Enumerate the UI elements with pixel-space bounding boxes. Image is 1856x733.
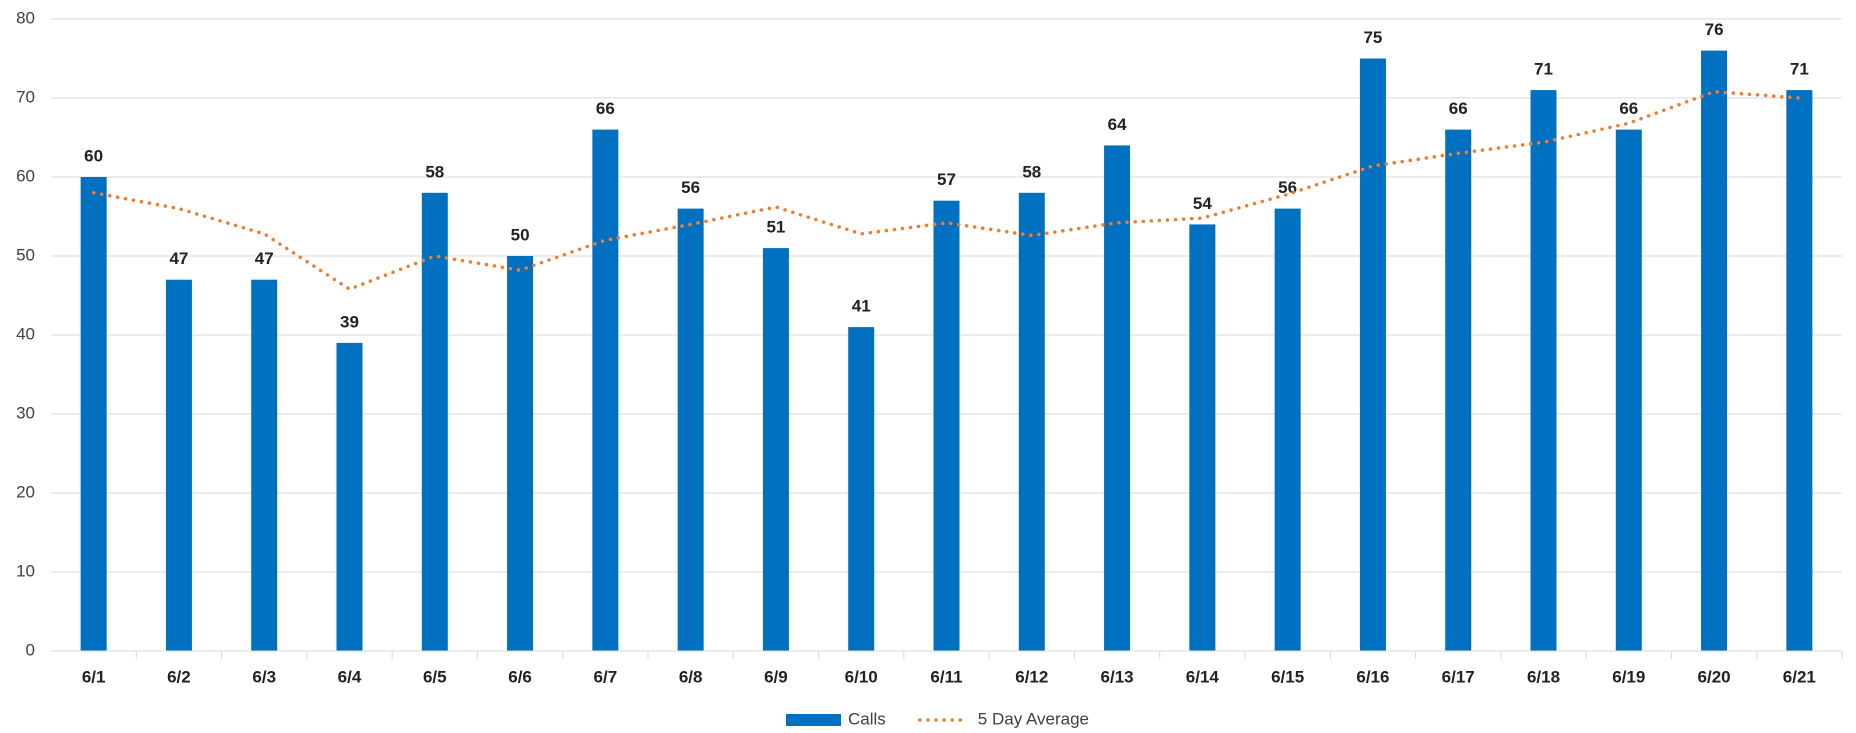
data-label: 54 [1193,194,1212,213]
y-tick-label: 20 [16,482,35,501]
data-label: 58 [425,162,444,181]
x-tick-label: 6/20 [1698,667,1731,686]
data-label: 39 [340,312,359,331]
x-tick-label: 6/4 [338,667,362,686]
bar [1530,90,1557,652]
data-label: 47 [169,249,188,268]
bar [1786,90,1813,652]
x-tick-label: 6/9 [764,667,788,686]
y-tick-label: 40 [16,324,35,343]
x-tick-label: 6/19 [1612,667,1645,686]
data-label: 56 [681,178,700,197]
bar [1189,224,1216,651]
bar [165,279,192,651]
data-label: 71 [1534,60,1553,79]
bar [1274,208,1301,651]
data-label: 57 [937,170,956,189]
x-tick-label: 6/16 [1356,667,1389,686]
bar [592,129,619,652]
y-tick-label: 0 [26,640,35,659]
x-tick-label: 6/12 [1015,667,1048,686]
bar [336,342,363,651]
x-tick-label: 6/6 [508,667,532,686]
y-tick-label: 70 [16,87,35,106]
x-tick-label: 6/8 [679,667,703,686]
bar [933,200,960,651]
x-tick-label: 6/11 [930,667,962,686]
x-tick-label: 6/1 [82,667,106,686]
y-tick-label: 60 [16,166,35,185]
x-tick-label: 6/5 [423,667,447,686]
x-tick-label: 6/17 [1442,667,1475,686]
bar [762,248,789,651]
data-label: 58 [1022,162,1041,181]
data-label: 56 [1278,178,1297,197]
data-label: 66 [596,99,615,118]
y-tick-label: 80 [16,8,35,27]
bar [421,192,448,652]
data-label: 47 [255,249,274,268]
bar [848,327,875,651]
legend-label: Calls [848,709,886,728]
data-label: 71 [1790,60,1809,79]
y-tick-label: 10 [16,561,35,580]
bar [1018,192,1045,652]
legend-label: 5 Day Average [978,709,1089,728]
data-label: 66 [1449,99,1468,118]
data-label: 76 [1705,20,1724,39]
x-tick-label: 6/10 [845,667,878,686]
data-label: 51 [766,218,785,237]
bar [1445,129,1472,652]
x-tick-label: 6/7 [594,667,618,686]
x-tick-label: 6/14 [1186,667,1220,686]
x-tick-label: 6/2 [167,667,191,686]
y-tick-label: 30 [16,403,35,422]
bar [1104,145,1131,651]
x-tick-label: 6/18 [1527,667,1560,686]
data-label: 60 [84,146,103,165]
data-label: 41 [852,297,871,316]
legend-swatch [786,714,841,726]
bar [507,256,534,651]
x-tick-label: 6/21 [1783,667,1816,686]
bar [1359,58,1386,651]
bar [677,208,704,651]
data-label: 50 [511,225,530,244]
x-tick-label: 6/13 [1101,667,1134,686]
data-label: 75 [1363,28,1382,47]
x-tick-label: 6/15 [1271,667,1304,686]
bar [80,177,107,651]
data-label: 66 [1619,99,1638,118]
y-tick-label: 50 [16,245,35,264]
bar [1615,129,1642,652]
data-label: 64 [1108,115,1127,134]
average-line [91,89,1802,292]
x-tick-label: 6/3 [252,667,276,686]
bar [1701,50,1728,652]
bar [251,279,278,651]
